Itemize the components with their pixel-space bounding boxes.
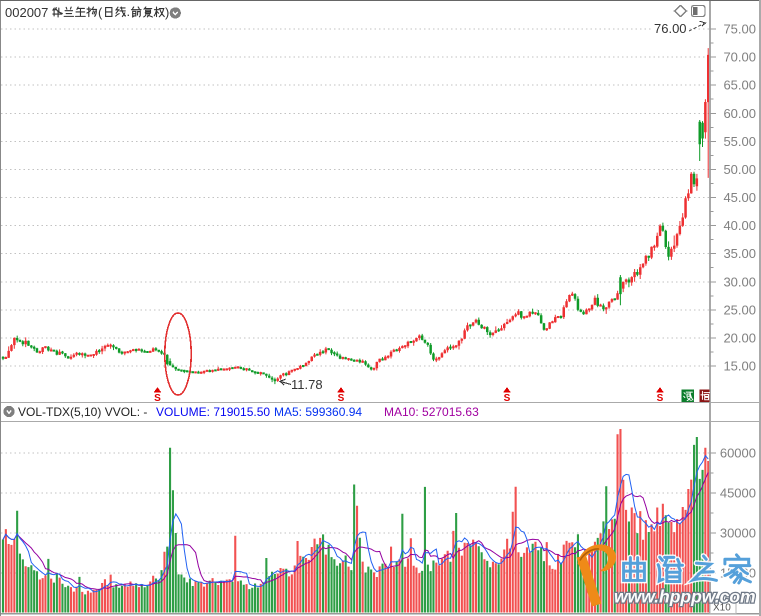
svg-text:MA10: 527015.63: MA10: 527015.63 — [384, 405, 479, 419]
svg-text:S: S — [338, 393, 345, 404]
svg-text:S: S — [657, 393, 664, 404]
svg-text:15.00: 15.00 — [723, 359, 756, 374]
svg-text:11.78: 11.78 — [291, 377, 323, 392]
svg-text:S: S — [504, 393, 511, 404]
svg-text:55.00: 55.00 — [723, 134, 756, 149]
svg-text:002007: 002007 — [5, 5, 48, 20]
svg-text:60.00: 60.00 — [723, 106, 756, 121]
svg-text:20.00: 20.00 — [723, 330, 756, 345]
svg-text:70.00: 70.00 — [723, 50, 756, 65]
svg-text:40.00: 40.00 — [723, 218, 756, 233]
svg-text:S: S — [154, 393, 161, 404]
svg-text:76.00: 76.00 — [654, 21, 687, 36]
svg-text:30.00: 30.00 — [723, 274, 756, 289]
svg-text:): ) — [165, 5, 169, 20]
svg-text:VOLUME: 719015.50: VOLUME: 719015.50 — [156, 405, 270, 419]
svg-text:VOL-TDX(5,10) VVOL: -: VOL-TDX(5,10) VVOL: - — [18, 405, 147, 419]
svg-text:45000: 45000 — [720, 486, 756, 501]
svg-text:(: ( — [98, 5, 103, 20]
svg-text:www.hpppw.com: www.hpppw.com — [614, 587, 756, 607]
svg-text:65.00: 65.00 — [723, 78, 756, 93]
svg-text:35.00: 35.00 — [723, 246, 756, 261]
svg-text:50.00: 50.00 — [723, 162, 756, 177]
svg-text:75.00: 75.00 — [723, 22, 756, 37]
svg-text:60000: 60000 — [720, 446, 756, 461]
svg-text:45.00: 45.00 — [723, 190, 756, 205]
svg-text:X10: X10 — [713, 603, 731, 614]
svg-text:.: . — [127, 4, 131, 19]
svg-text:25.00: 25.00 — [723, 302, 756, 317]
svg-text:MA5: 599360.94: MA5: 599360.94 — [274, 405, 362, 419]
svg-text:30000: 30000 — [720, 526, 756, 541]
